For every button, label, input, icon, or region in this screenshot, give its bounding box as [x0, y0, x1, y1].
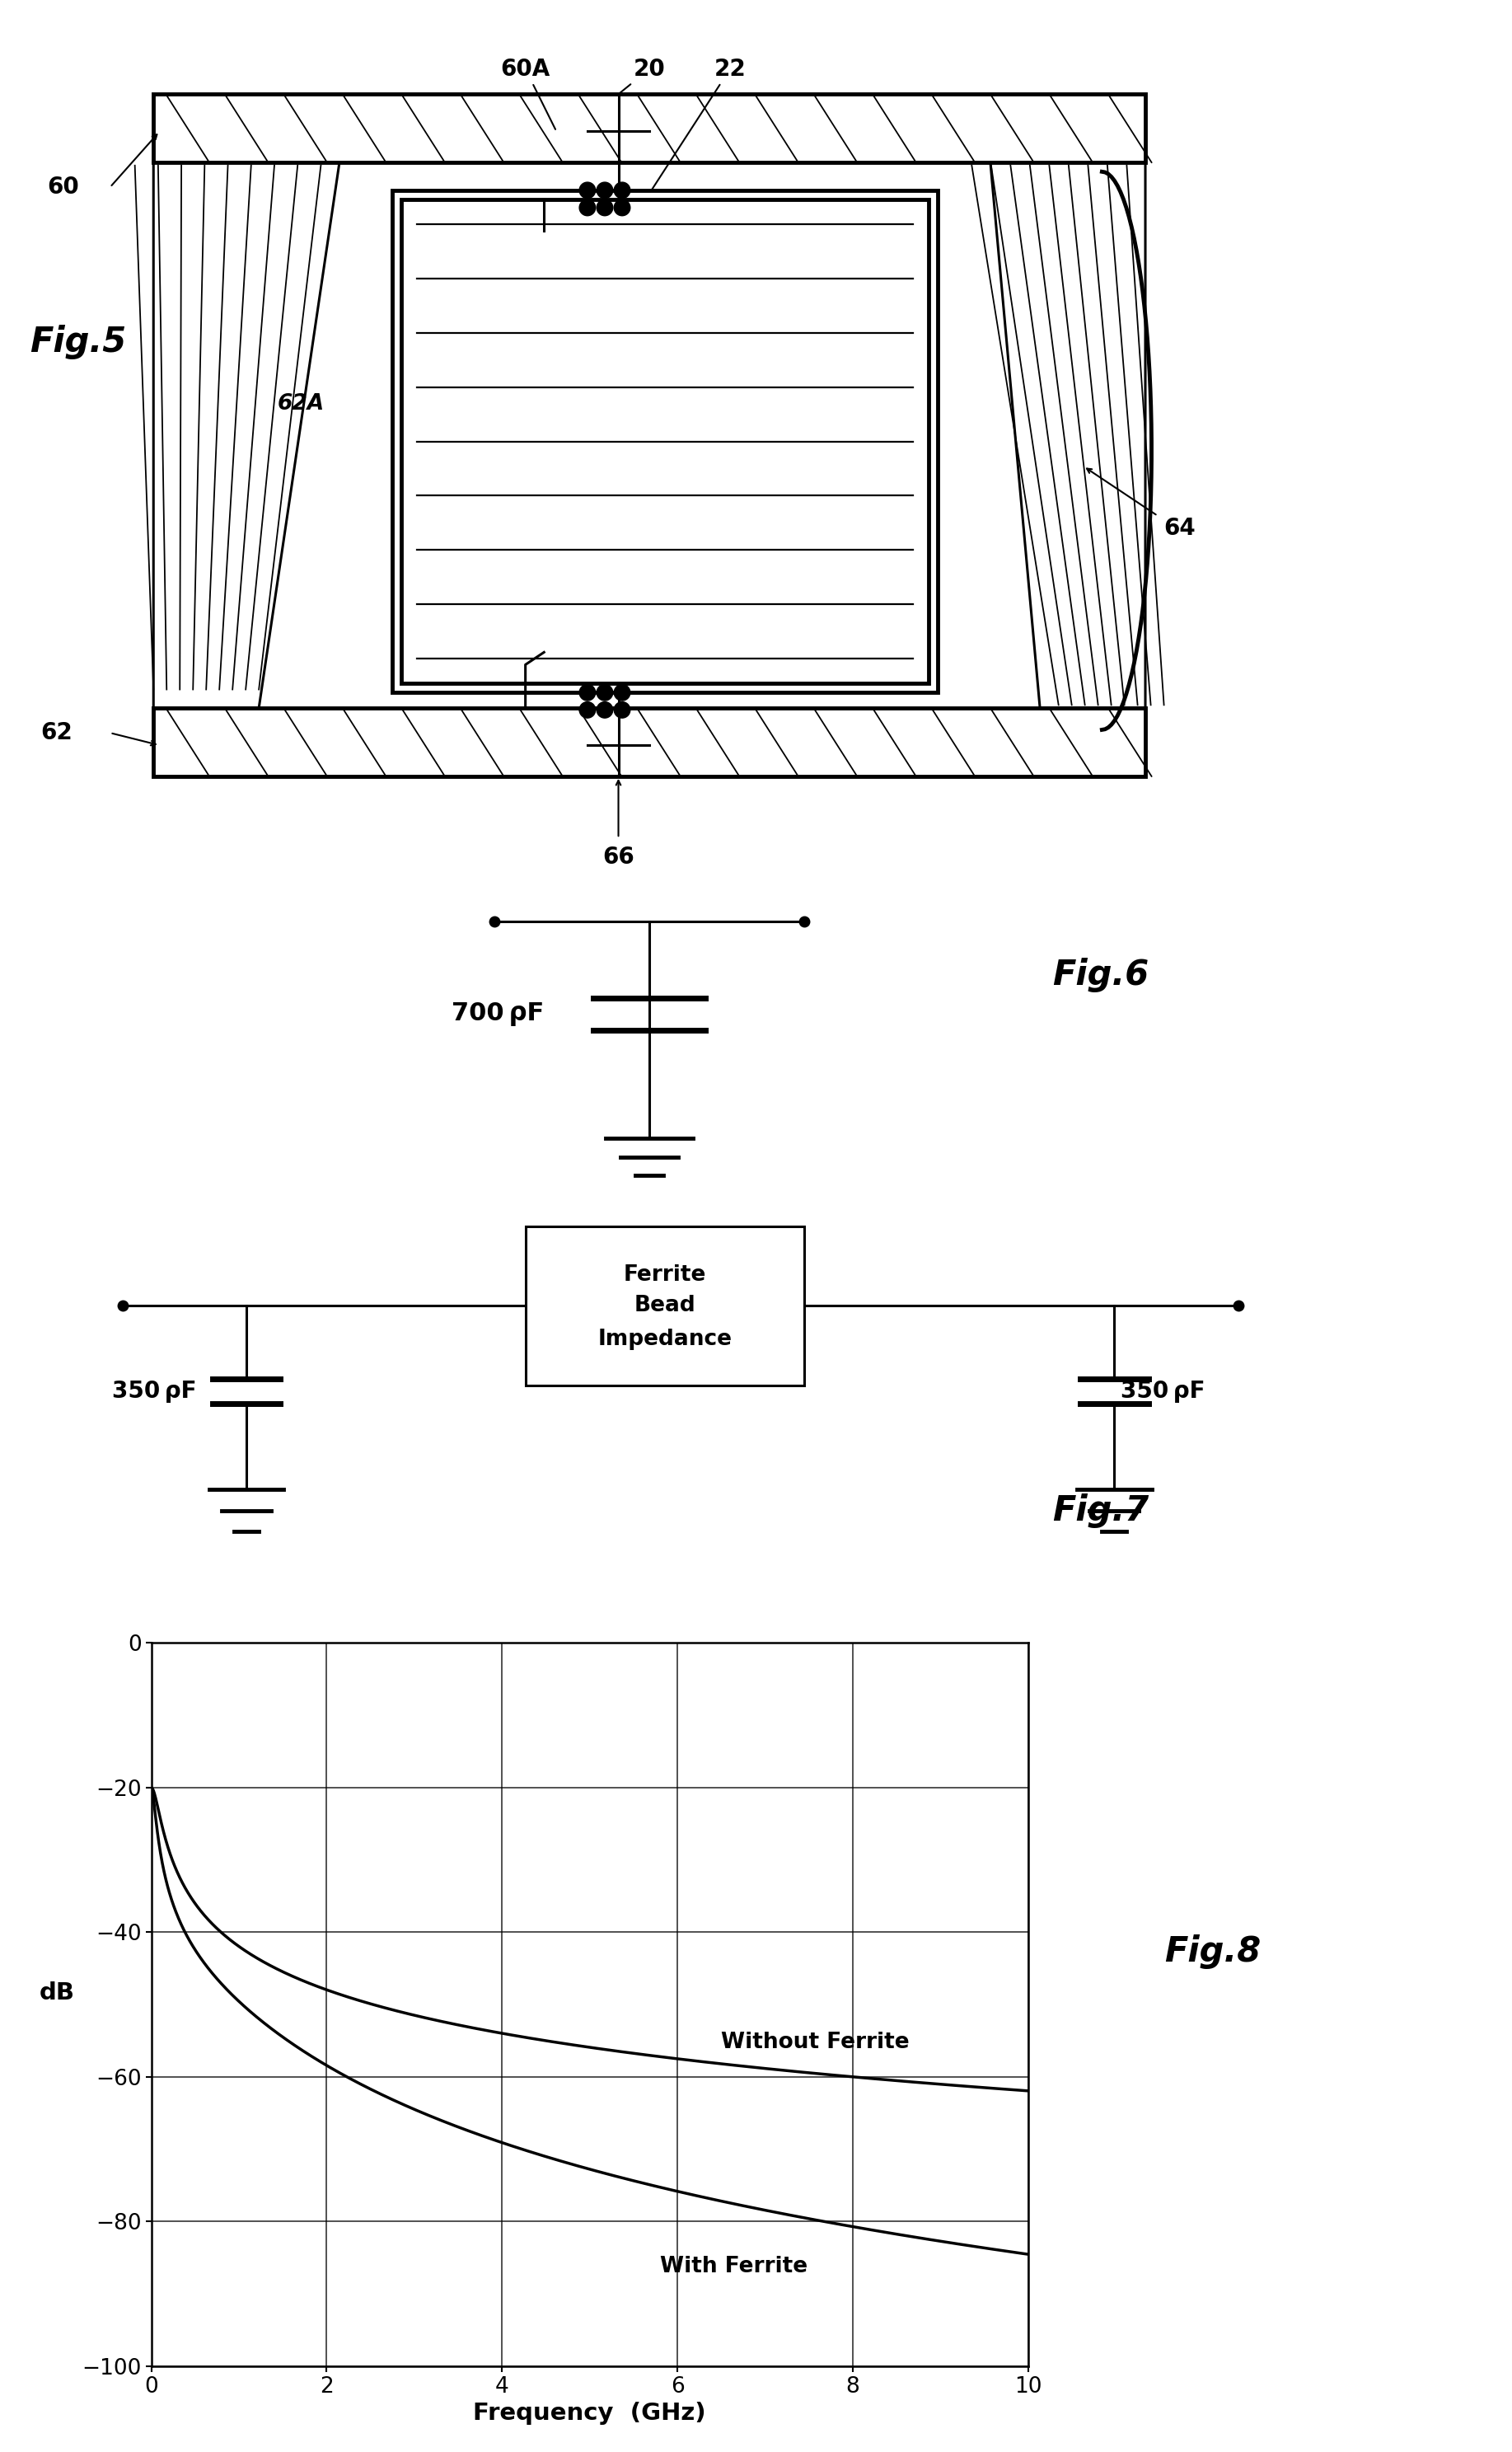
Circle shape	[597, 181, 612, 199]
Circle shape	[614, 684, 631, 701]
Text: Fig.6: Fig.6	[1052, 959, 1149, 993]
Text: 64: 64	[1164, 517, 1196, 539]
Bar	[526, 1226, 804, 1385]
Text: 60A: 60A	[500, 56, 555, 130]
Text: 20: 20	[620, 56, 665, 93]
Bar	[392, 191, 937, 691]
Text: Without Ferrite: Without Ferrite	[721, 2030, 910, 2052]
Text: 62: 62	[41, 721, 73, 745]
Text: 700 ρF: 700 ρF	[452, 1003, 544, 1025]
Polygon shape	[153, 162, 339, 709]
Circle shape	[579, 199, 596, 216]
Text: 62A: 62A	[277, 392, 325, 414]
Text: 60: 60	[47, 177, 79, 199]
Circle shape	[597, 199, 612, 216]
Circle shape	[614, 181, 631, 199]
Bar	[153, 709, 1146, 777]
X-axis label: Frequency  (GHz): Frequency (GHz)	[473, 2403, 706, 2425]
Bar	[401, 199, 928, 684]
Bar	[153, 93, 1146, 162]
Text: Fig.5: Fig.5	[30, 326, 125, 360]
Text: Ferrite: Ferrite	[623, 1265, 706, 1285]
Y-axis label: dB: dB	[39, 1981, 74, 2006]
Circle shape	[614, 199, 631, 216]
Circle shape	[579, 684, 596, 701]
Text: With Ferrite: With Ferrite	[659, 2256, 807, 2278]
Text: 66: 66	[602, 846, 635, 868]
Text: 350 ρF: 350 ρF	[1120, 1380, 1205, 1403]
Polygon shape	[990, 162, 1146, 709]
Circle shape	[597, 684, 612, 701]
Text: Fig.7: Fig.7	[1052, 1493, 1149, 1528]
Text: Fig.8: Fig.8	[1164, 1935, 1261, 1969]
Text: 22: 22	[650, 56, 745, 191]
Text: Bead: Bead	[634, 1295, 696, 1317]
Text: Impedance: Impedance	[597, 1329, 732, 1351]
Circle shape	[579, 181, 596, 199]
Circle shape	[579, 701, 596, 718]
Circle shape	[597, 701, 612, 718]
Text: 350 ρF: 350 ρF	[112, 1380, 197, 1403]
Circle shape	[614, 701, 631, 718]
